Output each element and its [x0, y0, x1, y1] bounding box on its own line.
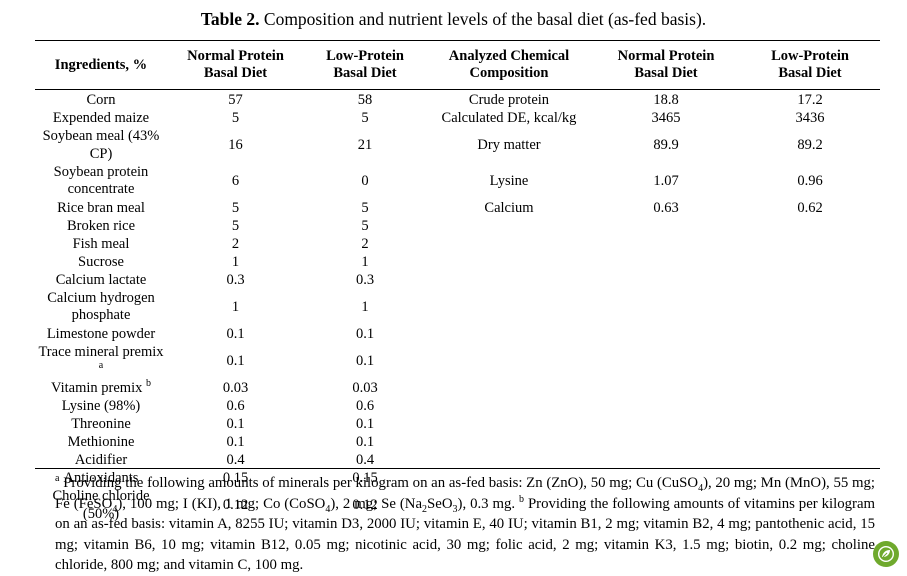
- table-row: Sucrose 1 1: [78, 254, 369, 270]
- table-row: Expended maize 5 5 Calculated DE, kcal/kg 3…: [52, 110, 825, 126]
- diet-table: Ingredients, % Normal Protein Basal Diet …: [35, 41, 880, 523]
- top-rule: [35, 40, 880, 41]
- table-row: Limestone powder 0.1 0.1: [46, 326, 375, 342]
- table-row: Antioxidants 0.15 0.15: [63, 470, 378, 486]
- footnote-mark: b: [145, 378, 151, 390]
- table-row: Trace mineral premix a 0.1 0.1: [38, 344, 375, 372]
- table-row: Broken rice 5 5: [66, 218, 369, 234]
- header-analyzed: Analyzed Chemical Composition: [448, 48, 570, 81]
- table-caption: Table 2. Composition and nutrient levels…: [0, 9, 907, 30]
- footnote-b-mark: b: [519, 493, 525, 505]
- bottom-rule: [35, 468, 880, 469]
- header-row: Ingredients, % Normal Protein Basal Diet …: [35, 41, 880, 89]
- table-row: Vitamin premix b 0.03 0.03: [51, 378, 378, 396]
- header-ingredients: Ingredients, %: [54, 56, 148, 73]
- header-normal-protein-2: Normal Protein Basal Diet: [617, 48, 715, 81]
- table-footnotes: a Providing the following amounts of min…: [55, 473, 875, 576]
- footnote-a-mark: a: [55, 473, 60, 485]
- table-row: Threonine 0.1 0.1: [71, 416, 375, 432]
- header-rule: [35, 89, 880, 90]
- table-row: Fish meal 2 2: [72, 236, 369, 252]
- caption-label: Table 2.: [200, 9, 260, 29]
- footnote-mark: a: [98, 360, 104, 372]
- table-row: Rice bran meal 5 5 Calcium 0.63 0.62: [57, 200, 823, 216]
- header-low-protein-1: Low-Protein Basal Diet: [326, 48, 404, 81]
- caption-text: Composition and nutrient levels of the b…: [263, 9, 707, 29]
- table-row: Choline chloride (50%) 0.12 0.12: [52, 488, 378, 522]
- table-row: Methionine 0.1 0.1: [67, 434, 375, 450]
- table-row: Acidifier 0.4 0.4: [74, 452, 375, 468]
- footnote-a: Providing the following amounts of miner…: [55, 475, 875, 515]
- table-row: Soybean meal (43% CP) 16 21 Dry matter 89.9…: [42, 128, 823, 162]
- footnote-b: Providing the following amounts of vitam…: [55, 495, 876, 574]
- table-row: Lysine (98%) 0.6 0.6: [61, 398, 375, 414]
- table-row: Calcium lactate 0.3 0.3: [55, 272, 375, 288]
- header-low-protein-2: Low-Protein Basal Diet: [771, 48, 849, 81]
- table-row: Corn 57 58 Crude protein 18.8 17.2: [86, 92, 823, 108]
- header-normal-protein-1: Normal Protein Basal Diet: [187, 48, 284, 81]
- leaf-badge-icon[interactable]: [873, 541, 899, 567]
